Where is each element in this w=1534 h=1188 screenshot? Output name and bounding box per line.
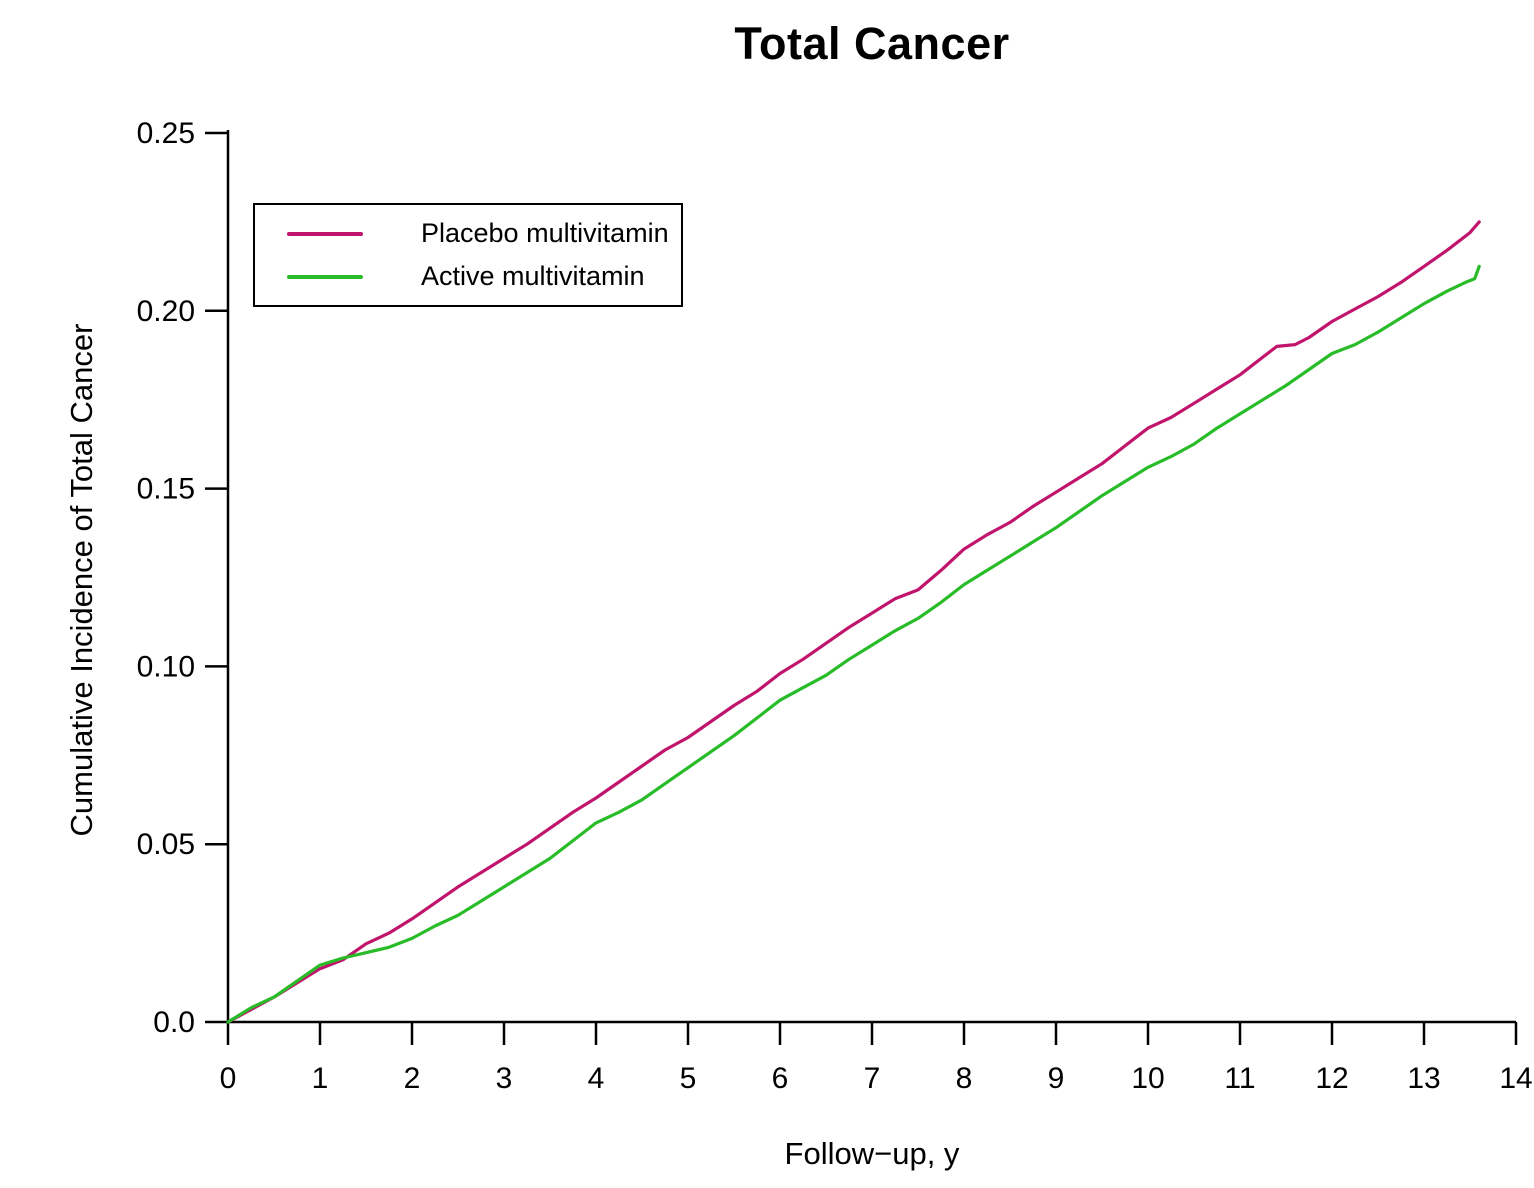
x-tick-label: 5 bbox=[680, 1062, 697, 1095]
legend-row-active: Active multivitamin bbox=[287, 261, 681, 292]
chart-title: Total Cancer bbox=[734, 18, 1010, 69]
y-tick-label: 0.15 bbox=[137, 473, 195, 506]
x-axis-ticks: 0 1 2 3 4 5 6 7 8 9 10 11 12 13 14 bbox=[220, 1022, 1533, 1095]
x-tick-label: 2 bbox=[404, 1062, 421, 1095]
x-tick-label: 3 bbox=[496, 1062, 513, 1095]
x-tick-label: 12 bbox=[1315, 1062, 1348, 1095]
legend-label-active: Active multivitamin bbox=[421, 261, 645, 291]
x-tick-label: 13 bbox=[1407, 1062, 1440, 1095]
x-tick-label: 4 bbox=[588, 1062, 605, 1095]
y-tick-label: 0.25 bbox=[137, 117, 195, 150]
active-line-swatch-icon bbox=[287, 274, 363, 279]
x-tick-label: 10 bbox=[1131, 1062, 1164, 1095]
series-line-active-multivitamin bbox=[226, 264, 1481, 1024]
legend-label-placebo: Placebo multivitamin bbox=[421, 218, 669, 248]
y-axis-title: Cumulative Incidence of Total Cancer bbox=[64, 323, 99, 837]
x-tick-label: 0 bbox=[220, 1062, 237, 1095]
y-axis-ticks: 0.0 0.05 0.10 0.15 0.20 0.25 bbox=[137, 117, 228, 1039]
x-tick-label: 9 bbox=[1048, 1062, 1065, 1095]
y-tick-label: 0.0 bbox=[153, 1006, 195, 1039]
placebo-line-swatch-icon bbox=[287, 231, 363, 236]
y-tick-label: 0.20 bbox=[137, 295, 195, 328]
x-tick-label: 1 bbox=[312, 1062, 329, 1095]
series-line-placebo-multivitamin bbox=[226, 220, 1481, 1024]
x-tick-label: 8 bbox=[956, 1062, 973, 1095]
legend: Placebo multivitamin Active multivitamin bbox=[253, 203, 683, 307]
x-tick-label: 6 bbox=[772, 1062, 789, 1095]
x-tick-label: 14 bbox=[1499, 1062, 1532, 1095]
x-tick-label: 7 bbox=[864, 1062, 881, 1095]
legend-row-placebo: Placebo multivitamin bbox=[287, 218, 681, 249]
x-tick-label: 11 bbox=[1224, 1062, 1255, 1095]
x-axis-title: Follow−up, y bbox=[784, 1136, 960, 1171]
y-tick-label: 0.05 bbox=[137, 828, 195, 861]
y-tick-label: 0.10 bbox=[137, 650, 195, 683]
